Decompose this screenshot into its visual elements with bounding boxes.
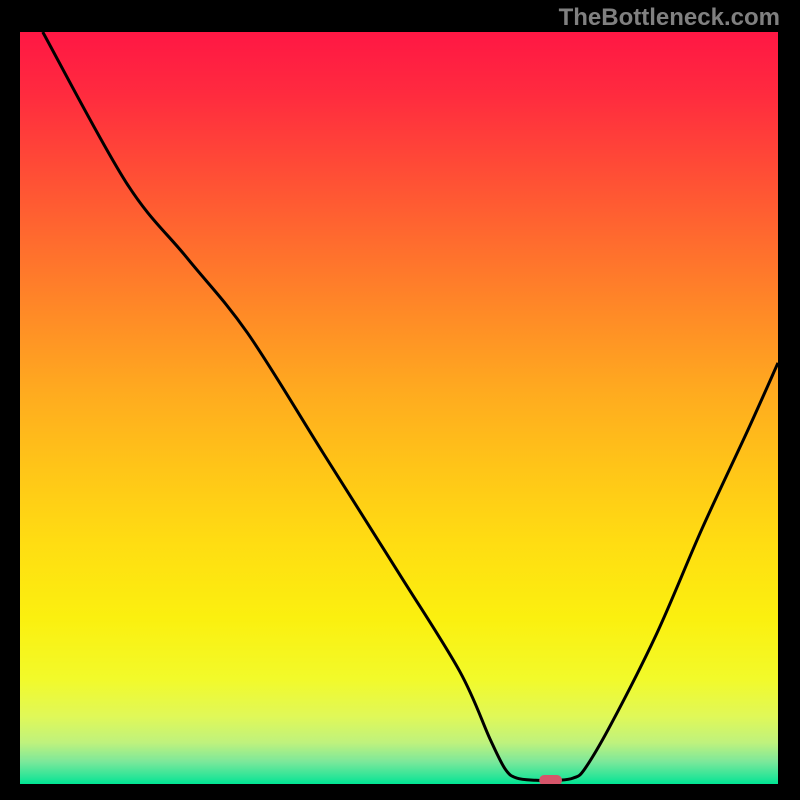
watermark-text: TheBottleneck.com [559,4,780,32]
chart-curve-layer [20,32,778,784]
bottleneck-curve [43,32,778,781]
chart-plot-area [20,32,778,784]
optimal-marker [539,775,562,784]
